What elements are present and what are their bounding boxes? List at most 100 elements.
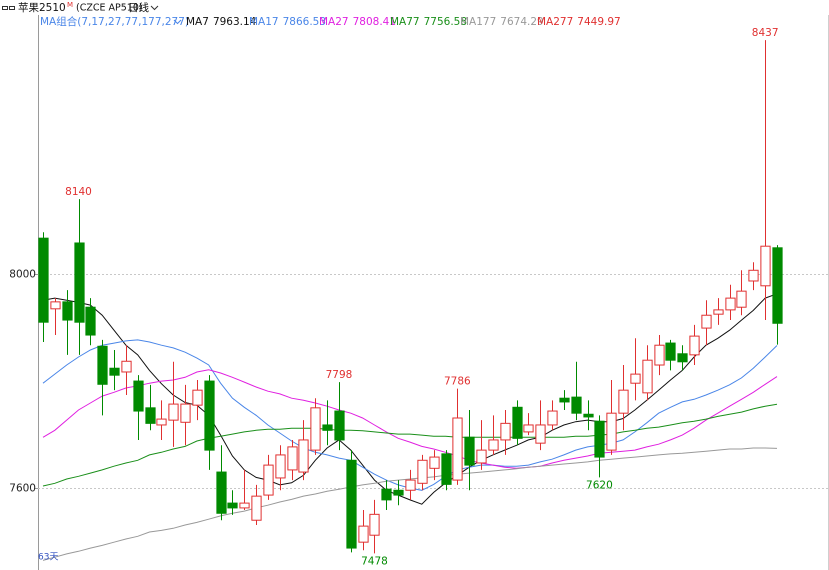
legend-value: 7449.97 [577, 16, 620, 28]
legend-value: 7866.53 [283, 16, 326, 28]
y-tick-label: 7600 [9, 483, 36, 495]
legend-name: MA177 [460, 16, 496, 28]
legend-name: MA17 [249, 16, 279, 28]
candle-body [713, 309, 724, 315]
candle-body [500, 422, 511, 441]
candle-body [156, 418, 167, 426]
candle-body [665, 342, 676, 361]
candle-body [760, 245, 771, 287]
candle-body [97, 345, 108, 385]
candle-body [334, 410, 345, 441]
low-label: 7478 [361, 555, 388, 567]
candle-body [701, 314, 712, 329]
high-label: 7786 [444, 376, 471, 388]
period: 日线 [128, 1, 149, 14]
candle-body [133, 380, 144, 412]
candle-body [192, 389, 203, 406]
candle-body [464, 436, 475, 466]
candle-body [594, 420, 605, 458]
legend-value: 7808.41 [353, 16, 396, 28]
legend-entry: MA17 7866.53 [249, 16, 326, 28]
candle-body [452, 417, 463, 481]
legend-entry: MA277 7449.97 [537, 16, 621, 28]
candle-body [74, 242, 85, 323]
candle-body [168, 403, 179, 421]
legend-entry: MA7 7963.14 [186, 16, 257, 28]
legend-name: MA7 [186, 16, 209, 28]
candle-body [642, 359, 653, 394]
candle-body [216, 471, 227, 514]
candle-body [441, 453, 452, 485]
candle-body [606, 412, 617, 451]
candle-body [263, 464, 274, 496]
ma-chevron[interactable] [173, 19, 182, 25]
candle-body [275, 454, 286, 479]
title-sup: M [67, 1, 73, 9]
candle-body [239, 502, 250, 509]
candle-body [488, 439, 499, 451]
candle-body [204, 380, 215, 451]
candle-body [559, 397, 570, 403]
candle-body [405, 479, 416, 491]
candle-body [772, 247, 783, 324]
candle-body [429, 456, 440, 469]
candle-body [748, 269, 759, 282]
header: 苹果2510 M (CZCE AP510) 日线 MA组合(7,17,27,77… [0, 0, 829, 28]
legend-value: 7963.14 [213, 16, 257, 28]
candle-body [50, 301, 61, 310]
candle-body [654, 344, 665, 366]
candle-body [287, 446, 298, 471]
extreme-labels: 8140 7798 7786 8437 7478 7620 [65, 27, 778, 567]
ma-line [42, 293, 778, 505]
candle-body [251, 495, 262, 521]
candle-body [523, 424, 534, 433]
high-label: 8140 [65, 186, 92, 198]
candle-body [121, 360, 132, 373]
candle-body [322, 424, 333, 431]
grid: 7600 8000 [9, 269, 829, 495]
ma-label[interactable]: MA组合(7,17,27,77,177,277) [40, 15, 189, 28]
legend-name: MA77 [390, 16, 420, 28]
candle-body [571, 396, 582, 414]
high-label: 8437 [752, 27, 779, 39]
candle-body [476, 449, 487, 464]
icon [2, 6, 8, 10]
candle-body [393, 489, 404, 496]
candle-body [180, 403, 191, 423]
y-tick-label: 8000 [9, 269, 36, 281]
high-label: 7798 [326, 369, 353, 381]
candles [38, 40, 783, 554]
icon [9, 6, 15, 10]
candle-body [417, 459, 428, 484]
candle-body [630, 373, 641, 384]
candle-body [618, 389, 629, 414]
candle-body [512, 406, 523, 439]
candle-body [109, 367, 120, 376]
candle-body [547, 410, 558, 426]
ma-line [42, 403, 778, 487]
dropdown-chevron[interactable] [150, 5, 159, 11]
legend-value: 7756.58 [424, 16, 467, 28]
candle-body [298, 439, 309, 473]
candle-body [725, 297, 736, 311]
candle-body [62, 301, 73, 321]
candle-body [85, 306, 96, 336]
candle-body [689, 335, 700, 356]
subtitle: (CZCE AP510) [76, 3, 143, 14]
candle-body [535, 424, 546, 444]
candle-body [38, 237, 49, 323]
candle-body [227, 502, 238, 509]
candle-body [736, 290, 747, 308]
header-bg [0, 0, 829, 15]
candle-body [677, 353, 688, 363]
candle-body [346, 459, 357, 549]
legend-value: 7674.29 [500, 16, 543, 28]
candle-body [145, 407, 156, 424]
legend-entry: MA77 7756.58 [390, 16, 467, 28]
legend-entry: MA27 7808.41 [319, 16, 396, 28]
candle-body [381, 488, 392, 501]
